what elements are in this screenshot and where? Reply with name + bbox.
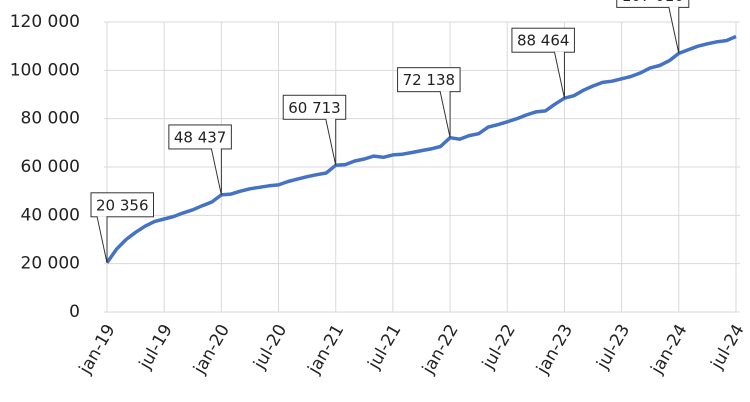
x-tick-label: jul-19	[135, 321, 177, 373]
data-label-text: 60 713	[288, 99, 341, 117]
y-tick-label: 60 000	[21, 157, 80, 177]
x-tick-label: jul-22	[478, 321, 520, 373]
x-tick-label: jul-23	[592, 321, 634, 373]
data-label-text: 48 437	[174, 128, 227, 146]
x-tick-label: jan-22	[418, 321, 463, 378]
y-tick-label: 40 000	[21, 205, 80, 225]
data-label: 60 713	[282, 94, 347, 166]
data-label-text: 72 138	[403, 71, 456, 89]
label-box	[511, 27, 575, 53]
data-label: 48 437	[168, 124, 232, 196]
y-tick-label: 100 000	[10, 60, 80, 80]
data-label: 20 356	[90, 192, 154, 263]
label-box	[282, 94, 347, 120]
label-pointer	[210, 148, 222, 196]
label-pointer	[553, 51, 565, 99]
label-box	[616, 0, 690, 8]
x-tick-label: jan-19	[75, 321, 120, 378]
line	[105, 34, 737, 264]
label-box	[168, 124, 232, 150]
y-tick-label: 20 000	[21, 254, 80, 274]
data-label-text: 107 010	[622, 0, 684, 5]
y-tick-label: 0	[69, 302, 80, 322]
x-tick-label: jul-24	[707, 321, 749, 373]
label-pointer	[325, 118, 337, 166]
data-label-text: 20 356	[96, 196, 149, 214]
data-label-text: 88 464	[517, 32, 570, 50]
data-label: 107 010	[616, 0, 690, 54]
x-tick-label: jan-23	[532, 321, 577, 378]
data-label: 88 464	[511, 27, 575, 99]
label-pointer	[439, 91, 451, 138]
x-tick-label: jan-20	[189, 321, 234, 378]
label-pointer	[96, 216, 108, 263]
label-box	[397, 67, 461, 93]
x-tick-label: jan-21	[304, 321, 349, 378]
label-box	[90, 192, 154, 218]
x-tick-label: jul-20	[249, 321, 291, 373]
label-pointer	[668, 6, 680, 54]
y-tick-label: 80 000	[21, 109, 80, 129]
y-tick-label: 120 000	[10, 12, 80, 32]
data-label: 72 138	[397, 67, 461, 138]
x-tick-label: jul-21	[364, 321, 406, 373]
x-tick-label: jan-24	[647, 321, 692, 378]
